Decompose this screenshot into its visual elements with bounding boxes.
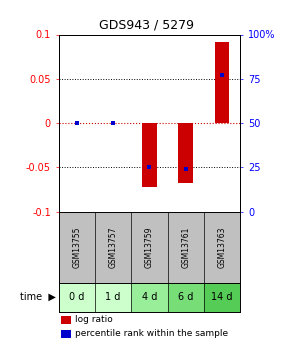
Bar (178, 123, 193, 183)
Bar (142, 123, 157, 187)
Text: log ratio: log ratio (75, 315, 113, 324)
Text: 14 d: 14 d (211, 292, 233, 302)
Text: GSM13761: GSM13761 (181, 226, 190, 268)
Bar (61, 330, 71, 338)
Text: GSM13757: GSM13757 (109, 226, 117, 268)
Text: 0 d: 0 d (69, 292, 84, 302)
Bar (168, 283, 204, 312)
Text: GSM13763: GSM13763 (218, 226, 226, 268)
Text: 6 d: 6 d (178, 292, 193, 302)
Bar (59, 283, 95, 312)
Bar (131, 283, 168, 312)
Text: GSM13755: GSM13755 (72, 226, 81, 268)
Text: 1 d: 1 d (105, 292, 121, 302)
Text: GDS943 / 5279: GDS943 / 5279 (99, 19, 194, 32)
Bar (95, 283, 131, 312)
Bar (61, 316, 71, 324)
Text: percentile rank within the sample: percentile rank within the sample (75, 329, 228, 338)
Bar (215, 42, 229, 123)
Text: 4 d: 4 d (142, 292, 157, 302)
Text: GSM13759: GSM13759 (145, 226, 154, 268)
Bar (204, 283, 240, 312)
Text: time  ▶: time ▶ (20, 292, 56, 302)
